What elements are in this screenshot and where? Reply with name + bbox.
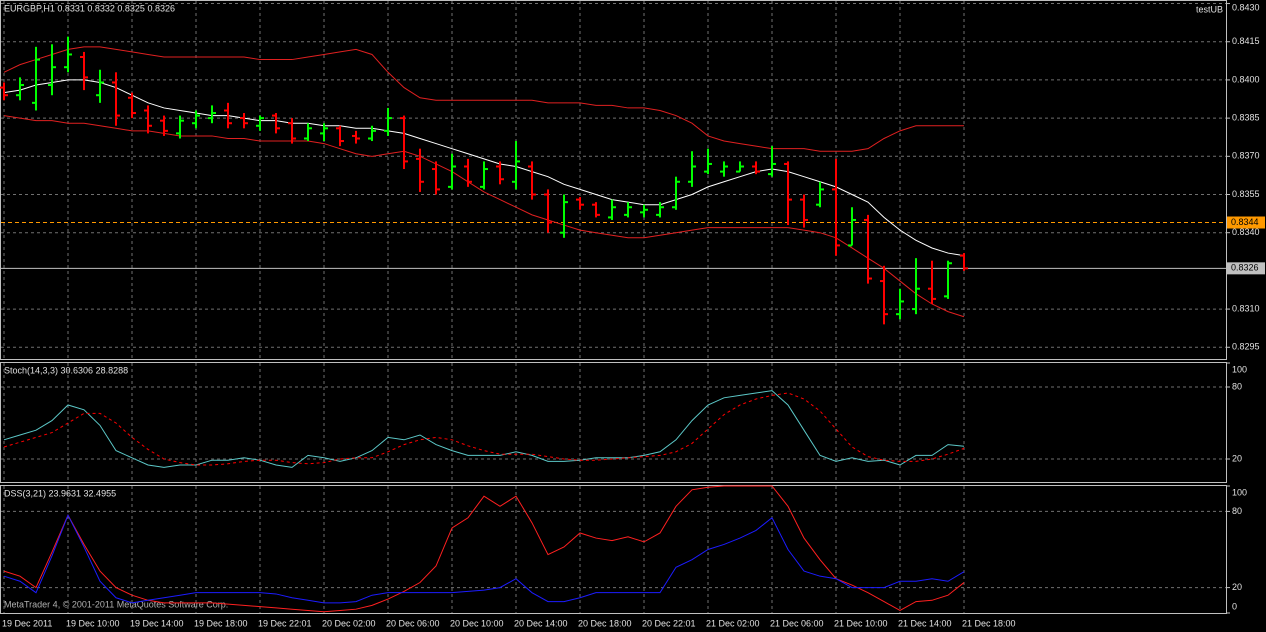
price-marker-box xyxy=(1227,262,1265,275)
x-tick-label: 21 Dec 14:00 xyxy=(898,618,952,628)
y-tick-label: 20 xyxy=(1232,453,1242,463)
y-tick-label: 0.8310 xyxy=(1232,303,1260,313)
x-tick-label: 19 Dec 2011 xyxy=(2,618,52,628)
copyright: MetaTrader 4, © 2001-2011 MetaQuotes Sof… xyxy=(4,599,228,609)
expert-label: testUB xyxy=(1196,4,1223,14)
x-tick-label: 21 Dec 10:00 xyxy=(834,618,888,628)
y-tick-label: 0.8400 xyxy=(1232,74,1260,84)
x-tick-label: 20 Dec 02:00 xyxy=(322,618,376,628)
y-tick-label: 0.8370 xyxy=(1232,151,1260,161)
price-marker-label: 0.8326 xyxy=(1231,263,1259,273)
x-tick-label: 19 Dec 18:00 xyxy=(194,618,248,628)
indicator-line xyxy=(3,390,965,468)
y-tick-label: 80 xyxy=(1232,506,1242,516)
price-pane-border xyxy=(0,0,1227,360)
y-tick-label: 0.8430 xyxy=(1232,2,1260,12)
y-tick-label: 0.8355 xyxy=(1232,189,1260,199)
y-tick-label: 0.8385 xyxy=(1232,112,1260,122)
pane-title: DSS(3,21) 23.9631 32.4955 xyxy=(4,488,116,498)
price-marker-box xyxy=(1227,216,1265,229)
y-tick-label: 80 xyxy=(1232,381,1242,391)
x-tick-label: 20 Dec 18:00 xyxy=(578,618,632,628)
y-tick-label: 100 xyxy=(1232,364,1247,374)
x-tick-label: 21 Dec 02:00 xyxy=(706,618,760,628)
dss-pane-border xyxy=(0,485,1227,614)
indicator-line xyxy=(3,115,965,318)
y-tick-label: 0.8415 xyxy=(1232,36,1260,46)
x-tick-label: 19 Dec 14:00 xyxy=(130,618,184,628)
y-tick-label: 0.8340 xyxy=(1232,227,1260,237)
x-tick-label: 20 Dec 06:00 xyxy=(386,618,440,628)
stoch-pane-border xyxy=(0,362,1227,483)
indicator-line xyxy=(3,392,965,466)
price-marker-label: 0.8344 xyxy=(1231,217,1259,227)
y-tick-label: 0 xyxy=(1232,601,1237,611)
pane-title: Stoch(14,3,3) 30.6306 28.8288 xyxy=(4,365,128,375)
indicator-line xyxy=(3,46,964,152)
x-tick-label: 19 Dec 10:00 xyxy=(66,618,120,628)
x-tick-label: 20 Dec 22:01 xyxy=(642,618,696,628)
x-tick-label: 20 Dec 10:00 xyxy=(450,618,504,628)
indicator-line xyxy=(3,513,965,604)
pane-title: EURGBP,H1 0.8331 0.8332 0.8325 0.8326 xyxy=(4,3,175,13)
x-tick-label: 19 Dec 22:01 xyxy=(258,618,312,628)
indicator-line xyxy=(3,485,965,613)
y-tick-label: 0.8295 xyxy=(1232,342,1260,352)
y-tick-label: 100 xyxy=(1232,487,1247,497)
x-tick-label: 21 Dec 18:00 xyxy=(962,618,1016,628)
x-tick-label: 20 Dec 14:00 xyxy=(514,618,568,628)
indicator-line xyxy=(3,79,965,257)
y-tick-label: 20 xyxy=(1232,582,1242,592)
x-tick-label: 21 Dec 06:00 xyxy=(770,618,824,628)
